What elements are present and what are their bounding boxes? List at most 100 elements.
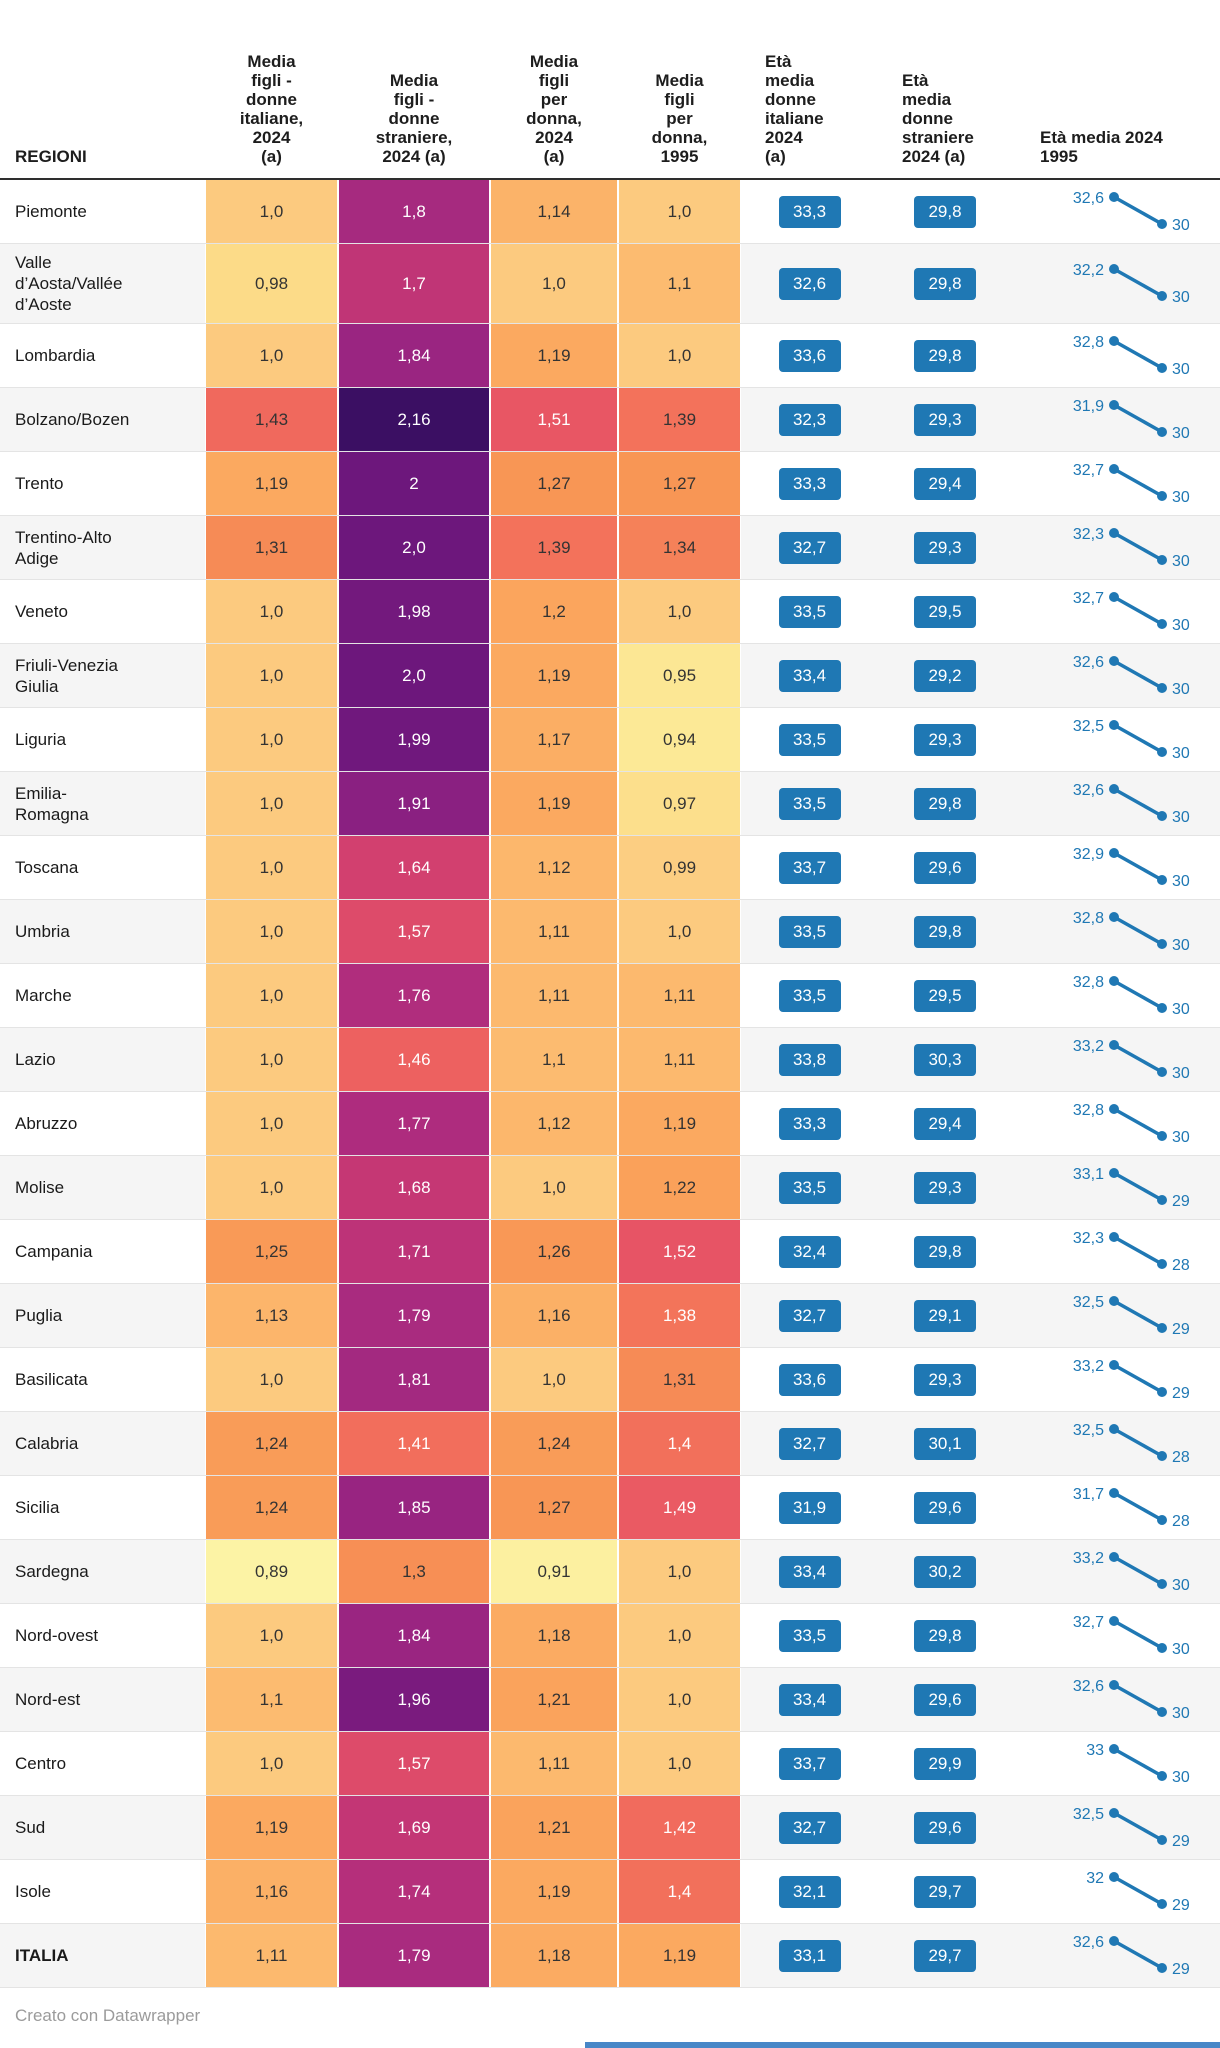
region-name: Basilicata xyxy=(15,1370,88,1389)
badge-eta-media-italiane-2024: 33,7 xyxy=(778,1747,841,1780)
heat-cell-media-figli-italiane-2024: 1,13 xyxy=(205,1284,338,1347)
age-cell-eta-media-italiane-2024: 33,4 xyxy=(741,1668,878,1731)
sparkline-trend-line xyxy=(1112,531,1164,562)
sparkline-2024-label: 32,6 xyxy=(1073,654,1104,671)
region-name: Liguria xyxy=(15,730,67,749)
table-row: Liguria 1,0 1,99 1,17 0,94 33,5 29,3 32,5 30 xyxy=(0,708,1220,772)
region-name: Nord-est xyxy=(15,1690,81,1709)
sparkline-eta-media: 32,6 30 xyxy=(1073,1678,1190,1722)
sparkline-1995-dot xyxy=(1157,1515,1167,1525)
heat-cell-media-figli-2024: 1,19 xyxy=(490,324,618,387)
sparkline-2024-label: 32,5 xyxy=(1073,1422,1104,1439)
heat-cell-media-figli-straniere-2024: 1,99 xyxy=(338,708,490,771)
sparkline-trend-line xyxy=(1112,851,1164,882)
table-row: Campania 1,25 1,71 1,26 1,52 32,4 29,8 32,3 28 xyxy=(0,1220,1220,1284)
heat-cell-media-figli-2024: 1,16 xyxy=(490,1284,618,1347)
age-cell-eta-media-straniere-2024: 29,8 xyxy=(878,1604,1012,1667)
heat-cell-media-figli-italiane-2024: 1,11 xyxy=(205,1924,338,1987)
spark-cell-eta-media-trend: 32,7 30 xyxy=(1012,580,1220,643)
badge-eta-media-italiane-2024: 33,3 xyxy=(778,1107,841,1140)
heat-cell-media-figli-2024: 1,39 xyxy=(490,516,618,579)
heat-cell-media-figli-1995: 1,19 xyxy=(618,1092,741,1155)
heat-cell-media-figli-straniere-2024: 1,57 xyxy=(338,900,490,963)
sparkline-1995-label: 29 xyxy=(1172,1833,1190,1850)
badge-eta-media-italiane-2024: 32,6 xyxy=(778,267,841,300)
age-cell-eta-media-italiane-2024: 32,1 xyxy=(741,1860,878,1923)
heat-cell-media-figli-1995: 1,52 xyxy=(618,1220,741,1283)
badge-eta-media-straniere-2024: 29,5 xyxy=(914,595,976,628)
sparkline-trend-line xyxy=(1112,1427,1164,1458)
heat-cell-media-figli-1995: 1,1 xyxy=(618,244,741,323)
heat-cell-media-figli-1995: 1,0 xyxy=(618,1732,741,1795)
region-name: Piemonte xyxy=(15,202,87,221)
sparkline-trend-line xyxy=(1112,979,1164,1010)
sparkline-1995-label: 30 xyxy=(1172,617,1190,634)
badge-eta-media-italiane-2024: 33,5 xyxy=(778,787,841,820)
heat-cell-media-figli-2024: 1,17 xyxy=(490,708,618,771)
heat-cell-media-figli-2024: 1,18 xyxy=(490,1604,618,1667)
age-cell-eta-media-straniere-2024: 29,8 xyxy=(878,772,1012,835)
sparkline-2024-label: 32,8 xyxy=(1073,1102,1104,1119)
sparkline-1995-label: 30 xyxy=(1172,553,1190,570)
heat-cell-media-figli-straniere-2024: 1,71 xyxy=(338,1220,490,1283)
sparkline-eta-media: 31,9 30 xyxy=(1073,398,1190,442)
sparkline-trend-line xyxy=(1112,1619,1164,1650)
heat-cell-media-figli-straniere-2024: 2,16 xyxy=(338,388,490,451)
sparkline-trend-line xyxy=(1112,195,1164,226)
region-name: Abruzzo xyxy=(15,1114,78,1133)
sparkline-1995-label: 30 xyxy=(1172,1641,1190,1658)
region-name: Sud xyxy=(15,1818,46,1837)
badge-eta-media-italiane-2024: 33,5 xyxy=(778,595,841,628)
heat-cell-media-figli-italiane-2024: 1,24 xyxy=(205,1476,338,1539)
sparkline-trend-line xyxy=(1112,467,1164,498)
badge-eta-media-italiane-2024: 33,5 xyxy=(778,1171,841,1204)
age-cell-eta-media-italiane-2024: 33,4 xyxy=(741,644,878,707)
sparkline-eta-media: 32,7 30 xyxy=(1073,1614,1190,1658)
horizontal-scrollbar-thumb[interactable] xyxy=(585,2042,1220,2048)
table-row: Sardegna 0,89 1,3 0,91 1,0 33,4 30,2 33,2 30 xyxy=(0,1540,1220,1604)
heat-cell-media-figli-2024: 1,19 xyxy=(490,772,618,835)
badge-eta-media-straniere-2024: 29,8 xyxy=(914,267,976,300)
heat-cell-media-figli-1995: 1,22 xyxy=(618,1156,741,1219)
heat-cell-media-figli-1995: 1,4 xyxy=(618,1860,741,1923)
sparkline-1995-dot xyxy=(1157,1003,1167,1013)
heat-cell-media-figli-1995: 1,49 xyxy=(618,1476,741,1539)
sparkline-2024-label: 32,2 xyxy=(1073,262,1104,279)
column-header-regioni: REGIONI xyxy=(15,147,87,166)
heat-cell-media-figli-1995: 1,38 xyxy=(618,1284,741,1347)
region-name: Bolzano/Bozen xyxy=(15,410,130,429)
sparkline-trend-line xyxy=(1112,1235,1164,1266)
sparkline-1995-label: 30 xyxy=(1172,745,1190,762)
region-name: Emilia- Romagna xyxy=(15,783,89,824)
sparkline-eta-media: 32,7 30 xyxy=(1073,590,1190,634)
badge-eta-media-straniere-2024: 29,3 xyxy=(914,1171,976,1204)
sparkline-1995-dot xyxy=(1157,1771,1167,1781)
sparkline-1995-dot xyxy=(1157,811,1167,821)
sparkline-2024-label: 32,8 xyxy=(1073,334,1104,351)
sparkline-trend-line xyxy=(1112,659,1164,690)
sparkline-2024-label: 33,2 xyxy=(1073,1358,1104,1375)
sparkline-trend-line xyxy=(1112,1811,1164,1842)
spark-cell-eta-media-trend: 32,3 30 xyxy=(1012,516,1220,579)
sparkline-2024-dot xyxy=(1109,400,1119,410)
region-name: Trentino-Alto Adige xyxy=(15,527,112,568)
heat-cell-media-figli-2024: 1,0 xyxy=(490,1156,618,1219)
heat-cell-media-figli-straniere-2024: 1,96 xyxy=(338,1668,490,1731)
age-cell-eta-media-straniere-2024: 30,1 xyxy=(878,1412,1012,1475)
sparkline-eta-media: 32,8 30 xyxy=(1073,1102,1190,1146)
sparkline-2024-dot xyxy=(1109,1232,1119,1242)
sparkline-eta-media: 32,6 30 xyxy=(1073,782,1190,826)
region-name: Molise xyxy=(15,1178,65,1197)
heat-cell-media-figli-1995: 1,0 xyxy=(618,180,741,243)
region-name: Friuli-Venezia Giulia xyxy=(15,655,118,696)
sparkline-2024-label: 32,6 xyxy=(1073,782,1104,799)
heat-cell-media-figli-2024: 1,12 xyxy=(490,836,618,899)
heat-cell-media-figli-2024: 1,11 xyxy=(490,900,618,963)
age-cell-eta-media-straniere-2024: 29,8 xyxy=(878,324,1012,387)
age-cell-eta-media-italiane-2024: 33,5 xyxy=(741,580,878,643)
region-name: Puglia xyxy=(15,1306,63,1325)
datawrapper-credit-link[interactable]: Creato con Datawrapper xyxy=(15,2006,201,2025)
region-name: ITALIA xyxy=(15,1946,69,1965)
spark-cell-eta-media-trend: 32 29 xyxy=(1012,1860,1220,1923)
age-cell-eta-media-straniere-2024: 29,7 xyxy=(878,1860,1012,1923)
